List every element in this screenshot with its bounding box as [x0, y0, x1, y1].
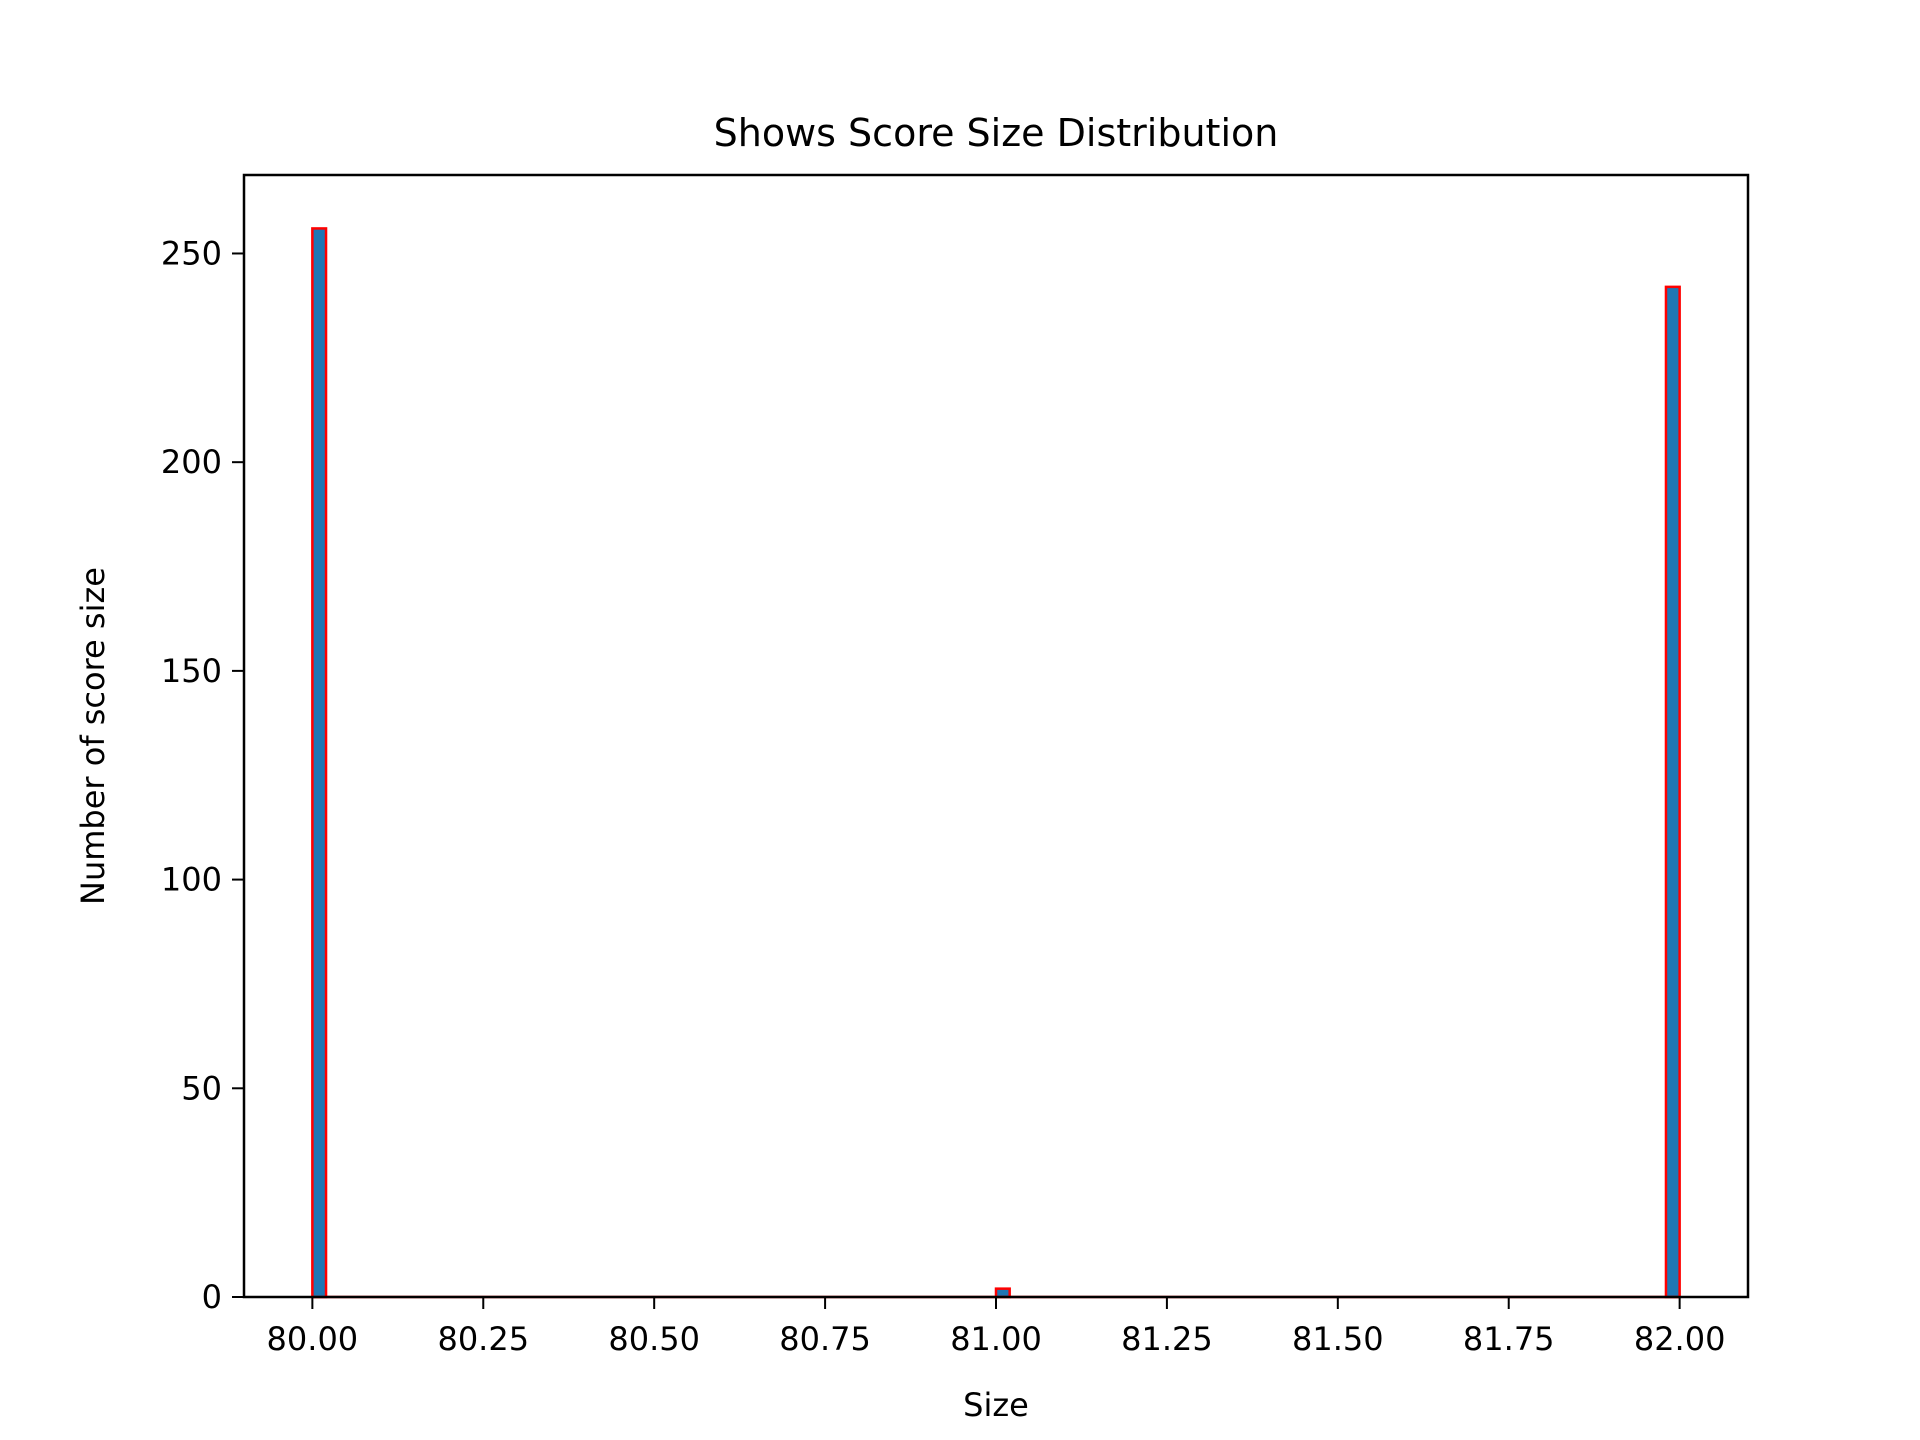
- y-tick-label: 250: [161, 234, 222, 272]
- x-tick-label: 80.75: [779, 1320, 871, 1358]
- x-tick-label: 80.25: [437, 1320, 529, 1358]
- histogram-bar-1: [994, 1287, 1011, 1299]
- chart-title: Shows Score Size Distribution: [714, 111, 1279, 155]
- y-axis-ticks: 0 50 100 150 200 250: [161, 234, 244, 1316]
- y-axis-label: Number of score size: [74, 567, 112, 905]
- y-tick-label: 0: [202, 1278, 222, 1316]
- x-tick-label: 80.00: [267, 1320, 359, 1358]
- x-tick-label: 81.00: [950, 1320, 1042, 1358]
- x-tick-label: 81.50: [1292, 1320, 1384, 1358]
- y-tick-label: 200: [161, 443, 222, 481]
- x-axis-ticks: 80.00 80.25 80.50 80.75 81.00 81.25 81.50 81.75…: [267, 1297, 1726, 1358]
- y-tick-label: 100: [161, 861, 222, 899]
- x-tick-label: 81.25: [1121, 1320, 1213, 1358]
- y-tick-label: 150: [161, 652, 222, 690]
- y-tick-label: 50: [181, 1069, 222, 1107]
- x-tick-label: 82.00: [1634, 1320, 1726, 1358]
- histogram-bar-2: [1664, 285, 1681, 1299]
- bars-group: [311, 227, 1681, 1299]
- x-tick-label: 81.75: [1463, 1320, 1555, 1358]
- x-axis-label: Size: [963, 1386, 1029, 1424]
- plot-frame: [242, 173, 1750, 1299]
- histogram-bar-0: [311, 227, 328, 1299]
- x-tick-label: 80.50: [608, 1320, 700, 1358]
